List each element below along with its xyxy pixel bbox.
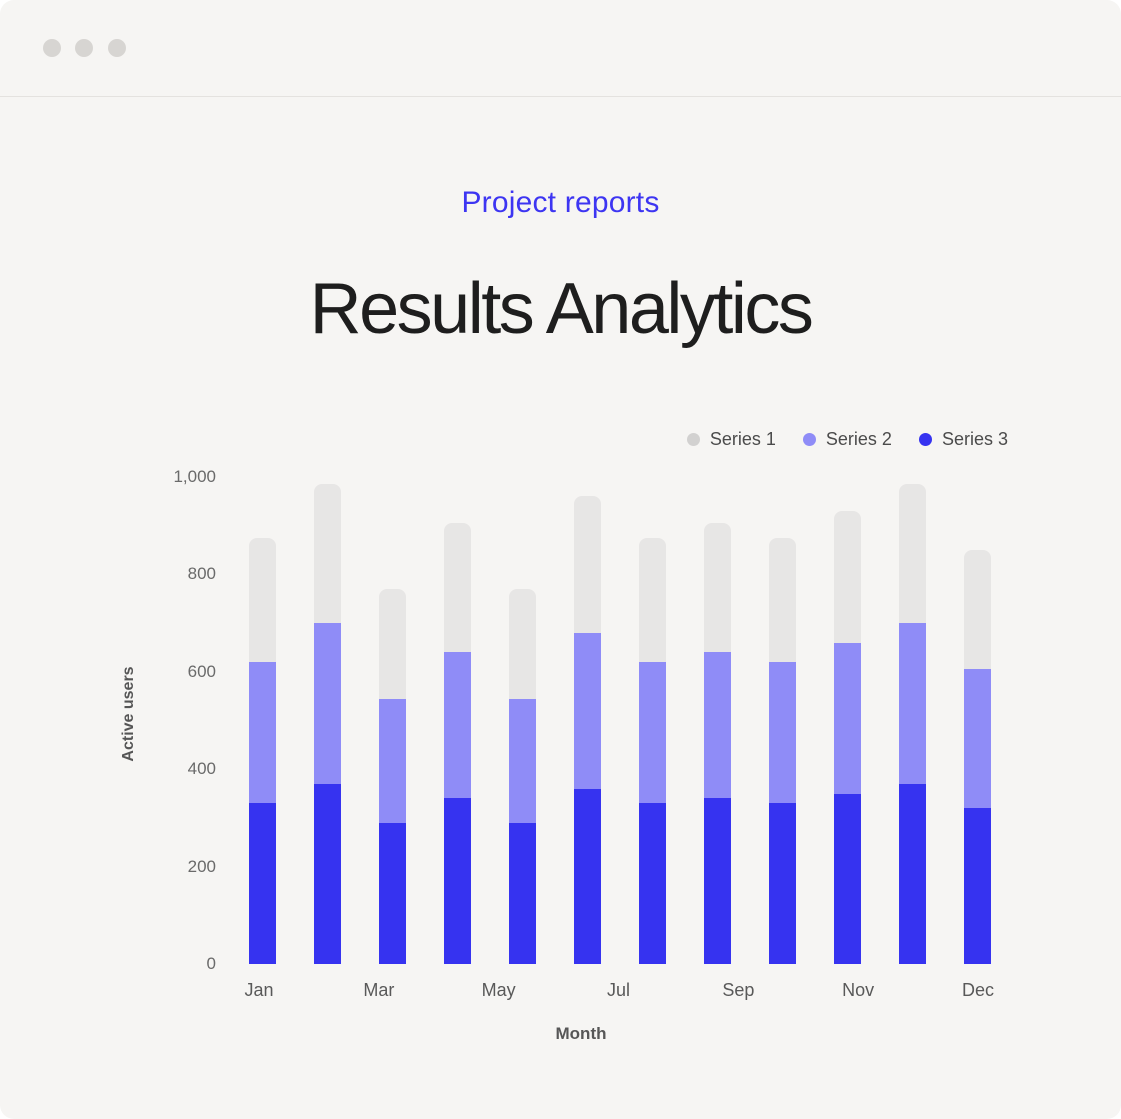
- bar-segment-series-3[interactable]: [638, 803, 666, 964]
- bar-apr[interactable]: [443, 523, 471, 964]
- bar-segment-series-3[interactable]: [963, 808, 991, 964]
- window-control-dot[interactable]: [75, 39, 93, 57]
- bar-segment-series-3[interactable]: [313, 783, 341, 964]
- bar-segment-series-3[interactable]: [703, 798, 731, 964]
- legend-label: Series 1: [709, 429, 776, 449]
- y-tick-label: 800: [187, 564, 216, 584]
- report-category-label: Project reports: [461, 186, 660, 219]
- bar-segment-series-2[interactable]: [508, 698, 536, 823]
- bar-segment-series-1[interactable]: [963, 550, 991, 670]
- bar-segment-series-2[interactable]: [313, 623, 341, 784]
- bar-jun[interactable]: [573, 496, 601, 964]
- bar-segment-series-1[interactable]: [833, 511, 861, 643]
- bar-segment-series-3[interactable]: [508, 822, 536, 964]
- legend-item-series-2[interactable]: Series 2: [802, 429, 892, 450]
- x-tick-label: Nov: [842, 980, 875, 1000]
- bar-segment-series-2[interactable]: [963, 669, 991, 809]
- bar-jan[interactable]: [248, 537, 276, 964]
- window-control-dot[interactable]: [108, 39, 126, 57]
- x-tick-label: Jan: [244, 980, 274, 1000]
- bar-aug[interactable]: [703, 523, 731, 964]
- bar-segment-series-3[interactable]: [898, 783, 926, 964]
- bar-sep[interactable]: [768, 537, 796, 964]
- bar-segment-series-1[interactable]: [248, 537, 276, 663]
- y-tick-label: 200: [187, 856, 216, 876]
- bar-segment-series-3[interactable]: [248, 803, 276, 964]
- bar-segment-series-2[interactable]: [378, 698, 406, 823]
- bar-segment-series-2[interactable]: [898, 623, 926, 784]
- legend-item-series-1[interactable]: Series 1: [686, 429, 776, 450]
- bar-segment-series-2[interactable]: [833, 642, 861, 794]
- bar-segment-series-1[interactable]: [638, 537, 666, 663]
- chart-legend: Series 1 Series 2 Series 3: [686, 429, 1008, 450]
- bar-segment-series-1[interactable]: [768, 537, 796, 663]
- bar-jul[interactable]: [638, 537, 666, 964]
- legend-item-series-3[interactable]: Series 3: [918, 429, 1008, 450]
- bar-segment-series-1[interactable]: [703, 523, 731, 653]
- bar-dec[interactable]: [963, 550, 991, 964]
- y-tick-label: 1,000: [173, 467, 216, 486]
- y-tick-label: 0: [206, 954, 216, 973]
- bar-segment-series-3[interactable]: [443, 798, 471, 964]
- bar-segment-series-3[interactable]: [378, 822, 406, 964]
- bar-segment-series-1[interactable]: [313, 484, 341, 624]
- bar-oct[interactable]: [833, 511, 861, 964]
- bar-segment-series-2[interactable]: [768, 662, 796, 804]
- bar-segment-series-2[interactable]: [703, 652, 731, 799]
- legend-dot-icon: [686, 433, 700, 446]
- bar-segment-series-2[interactable]: [443, 652, 471, 799]
- bar-segment-series-1[interactable]: [378, 589, 406, 699]
- legend-dot-icon: [802, 433, 816, 446]
- bar-segment-series-1[interactable]: [443, 523, 471, 653]
- legend-label: Series 3: [941, 429, 1008, 449]
- bar-feb[interactable]: [313, 484, 341, 964]
- x-axis-title: Month: [555, 1024, 607, 1043]
- bar-segment-series-3[interactable]: [833, 793, 861, 964]
- page-title: Results Analytics: [309, 269, 814, 349]
- bar-segment-series-2[interactable]: [638, 662, 666, 804]
- x-tick-label: Mar: [363, 980, 395, 1000]
- bar-segment-series-1[interactable]: [508, 589, 536, 699]
- legend-label: Series 2: [825, 429, 892, 449]
- y-tick-label: 400: [187, 759, 216, 779]
- x-tick-label: Jul: [606, 980, 631, 1000]
- bar-may[interactable]: [508, 589, 536, 964]
- x-tick-label: Dec: [961, 980, 995, 1000]
- bar-segment-series-3[interactable]: [573, 788, 601, 964]
- window-titlebar: [0, 0, 1121, 97]
- x-tick-label: Sep: [722, 980, 755, 1000]
- bar-segment-series-1[interactable]: [898, 484, 926, 624]
- y-axis-title: Active users: [120, 666, 137, 762]
- bar-segment-series-2[interactable]: [573, 632, 601, 789]
- bar-segment-series-2[interactable]: [248, 662, 276, 804]
- legend-dot-icon: [918, 433, 932, 446]
- bar-nov[interactable]: [898, 484, 926, 964]
- bar-segment-series-3[interactable]: [768, 803, 796, 964]
- window-control-dot[interactable]: [43, 39, 61, 57]
- x-tick-label: May: [481, 980, 516, 1000]
- y-tick-label: 600: [187, 661, 216, 681]
- bar-segment-series-1[interactable]: [573, 496, 601, 633]
- bar-mar[interactable]: [378, 589, 406, 964]
